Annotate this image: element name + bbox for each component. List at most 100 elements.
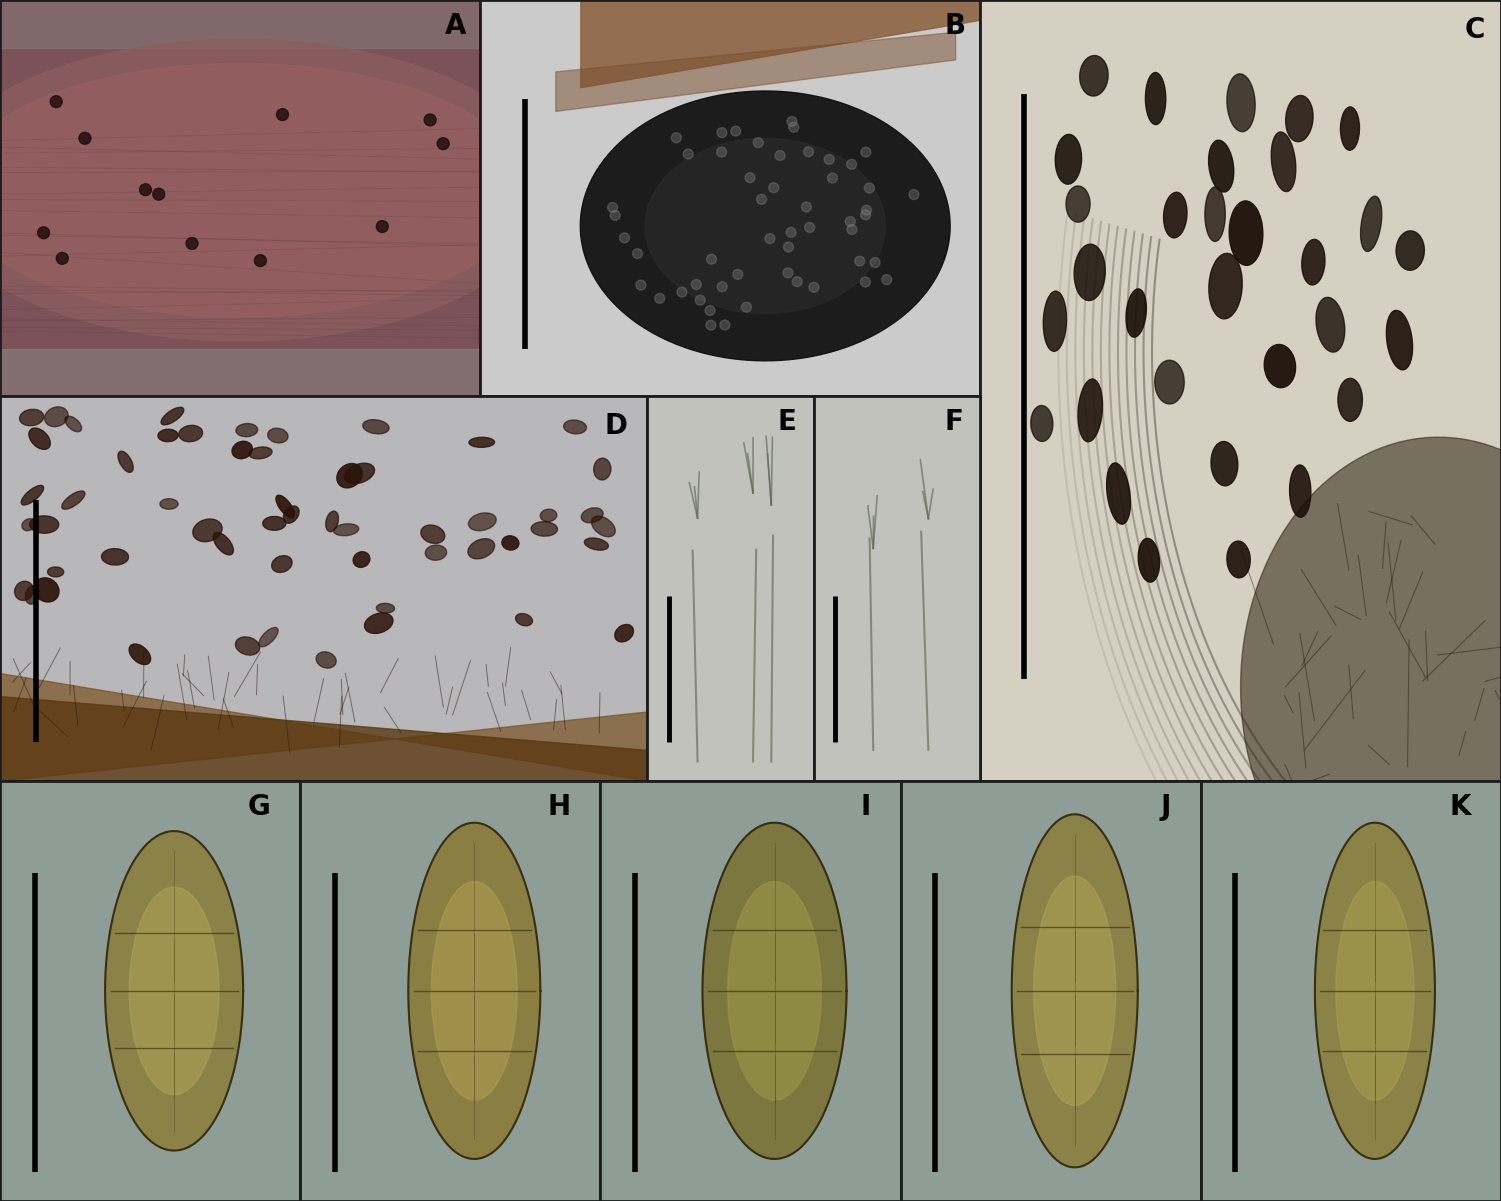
Ellipse shape xyxy=(377,603,395,613)
Ellipse shape xyxy=(186,238,198,250)
Ellipse shape xyxy=(787,227,796,238)
Ellipse shape xyxy=(1078,380,1103,442)
Text: K: K xyxy=(1450,794,1471,821)
Ellipse shape xyxy=(1066,186,1090,222)
Ellipse shape xyxy=(1337,378,1363,422)
Ellipse shape xyxy=(1163,192,1187,238)
Ellipse shape xyxy=(741,303,752,312)
Polygon shape xyxy=(1315,823,1435,1159)
Ellipse shape xyxy=(591,516,615,537)
Ellipse shape xyxy=(236,637,260,655)
Ellipse shape xyxy=(784,243,794,252)
Text: B: B xyxy=(944,12,965,40)
Ellipse shape xyxy=(267,429,288,443)
Ellipse shape xyxy=(161,498,179,509)
Text: G: G xyxy=(248,794,270,821)
Ellipse shape xyxy=(179,425,203,442)
Polygon shape xyxy=(728,882,821,1100)
Ellipse shape xyxy=(1208,253,1243,319)
Ellipse shape xyxy=(56,252,68,264)
Ellipse shape xyxy=(468,513,497,531)
Ellipse shape xyxy=(263,516,285,531)
Ellipse shape xyxy=(1316,298,1345,352)
Ellipse shape xyxy=(581,508,603,522)
Ellipse shape xyxy=(1075,244,1105,300)
Ellipse shape xyxy=(515,614,533,626)
Ellipse shape xyxy=(717,282,726,292)
Ellipse shape xyxy=(632,249,642,258)
Ellipse shape xyxy=(563,420,587,434)
Ellipse shape xyxy=(468,539,495,558)
Ellipse shape xyxy=(1264,345,1295,388)
Ellipse shape xyxy=(29,428,51,449)
Polygon shape xyxy=(581,91,950,360)
Ellipse shape xyxy=(720,321,729,330)
Ellipse shape xyxy=(233,441,252,459)
Ellipse shape xyxy=(1208,141,1234,192)
Text: C: C xyxy=(1465,16,1486,43)
Ellipse shape xyxy=(611,210,620,220)
Ellipse shape xyxy=(333,524,359,536)
Ellipse shape xyxy=(1138,538,1160,582)
Ellipse shape xyxy=(153,189,165,201)
Ellipse shape xyxy=(213,532,234,555)
Ellipse shape xyxy=(824,155,835,165)
Ellipse shape xyxy=(615,625,633,641)
Ellipse shape xyxy=(531,521,557,536)
Ellipse shape xyxy=(1226,542,1250,578)
Ellipse shape xyxy=(1396,231,1424,270)
Ellipse shape xyxy=(62,491,86,509)
Ellipse shape xyxy=(1301,239,1325,285)
Ellipse shape xyxy=(695,295,705,305)
Ellipse shape xyxy=(766,234,775,244)
Ellipse shape xyxy=(48,567,63,576)
Ellipse shape xyxy=(620,233,629,243)
Text: D: D xyxy=(605,412,627,440)
Ellipse shape xyxy=(276,495,294,518)
Ellipse shape xyxy=(102,549,129,564)
Polygon shape xyxy=(431,882,518,1100)
Ellipse shape xyxy=(254,255,266,267)
Polygon shape xyxy=(1012,814,1138,1167)
Ellipse shape xyxy=(1126,289,1147,337)
Ellipse shape xyxy=(744,173,755,183)
Ellipse shape xyxy=(1145,72,1166,125)
Ellipse shape xyxy=(805,222,815,233)
Ellipse shape xyxy=(276,108,288,120)
Ellipse shape xyxy=(158,429,179,442)
Ellipse shape xyxy=(344,464,375,484)
Ellipse shape xyxy=(1360,196,1382,251)
Ellipse shape xyxy=(865,183,875,193)
Ellipse shape xyxy=(501,536,519,550)
Ellipse shape xyxy=(790,123,799,132)
Ellipse shape xyxy=(717,127,726,138)
Ellipse shape xyxy=(847,225,857,234)
Ellipse shape xyxy=(35,578,59,602)
Ellipse shape xyxy=(847,160,857,169)
Ellipse shape xyxy=(425,545,447,561)
Ellipse shape xyxy=(881,275,892,285)
Ellipse shape xyxy=(1271,132,1295,192)
Ellipse shape xyxy=(272,556,293,573)
Ellipse shape xyxy=(671,133,681,143)
Text: F: F xyxy=(944,408,964,436)
Ellipse shape xyxy=(192,519,222,542)
Ellipse shape xyxy=(65,416,81,432)
Ellipse shape xyxy=(754,138,764,148)
Ellipse shape xyxy=(540,509,557,521)
Ellipse shape xyxy=(1340,107,1360,150)
Ellipse shape xyxy=(793,276,802,287)
Ellipse shape xyxy=(353,551,369,567)
Ellipse shape xyxy=(705,321,716,330)
Ellipse shape xyxy=(860,277,871,287)
Ellipse shape xyxy=(809,282,820,292)
Ellipse shape xyxy=(1211,442,1238,486)
Ellipse shape xyxy=(1226,73,1255,132)
Ellipse shape xyxy=(692,280,701,289)
Ellipse shape xyxy=(363,419,389,434)
Ellipse shape xyxy=(377,221,389,233)
Ellipse shape xyxy=(161,407,183,425)
Text: J: J xyxy=(1160,794,1171,821)
Ellipse shape xyxy=(1106,462,1130,524)
Ellipse shape xyxy=(705,305,714,316)
